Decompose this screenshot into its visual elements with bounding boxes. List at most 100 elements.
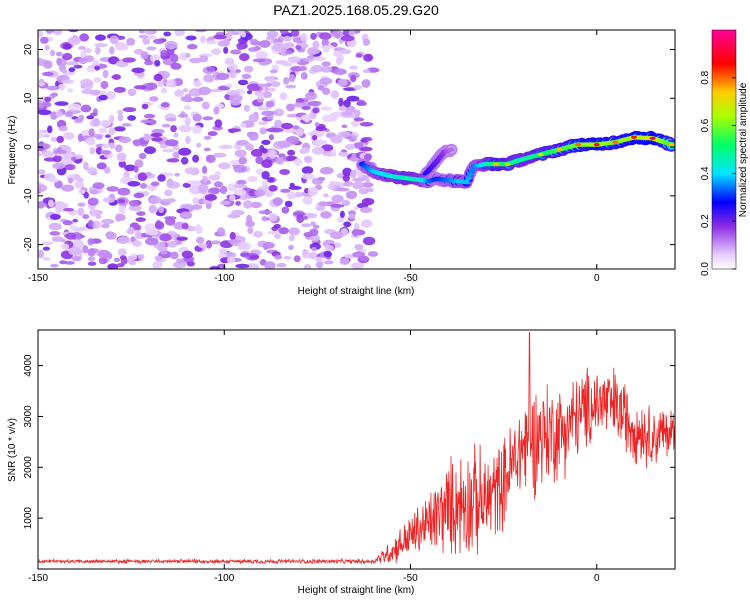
heatmap-noise-cell [283, 255, 292, 260]
heatmap-noise-cell [67, 88, 74, 93]
heatmap-noise-cell [64, 164, 76, 171]
heatmap-noise-cell [333, 68, 347, 75]
heatmap-noise-cell [202, 116, 214, 121]
heatmap-noise-cell [58, 83, 66, 91]
heatmap-noise-cell [174, 172, 180, 177]
heatmap-noise-cell [312, 135, 318, 141]
heatmap-noise-cell [95, 214, 102, 219]
heatmap-noise-cell [293, 102, 307, 108]
heatmap-noise-cell [255, 50, 268, 60]
colorbar-tick-label: 0.8 [700, 70, 711, 84]
heatmap-noise-cell [268, 134, 274, 141]
heatmap-noise-cell [250, 148, 264, 157]
heatmap-noise-cell [236, 139, 249, 146]
heatmap-noise-cell [240, 252, 251, 257]
heatmap-noise-cell [166, 48, 175, 56]
heatmap-noise-cell [258, 210, 273, 215]
heatmap-noise-cell [228, 239, 242, 244]
heatmap-noise-cell [80, 104, 92, 113]
heatmap-noise-cell [127, 88, 137, 97]
heatmap-noise-cell [55, 51, 63, 57]
heatmap-noise-cell [77, 133, 84, 142]
heatmap-noise-cell [333, 242, 342, 248]
heatmap-noise-cell [127, 226, 135, 235]
heatmap-y-axis: -20 -10 0 10 20 [23, 44, 675, 252]
heatmap-noise-cell [160, 87, 168, 94]
heatmap-noise-cell [116, 263, 125, 268]
heatmap-noise-cell [361, 219, 373, 228]
heatmap-noise-cell [268, 213, 278, 222]
heatmap-noise-cell [128, 200, 139, 207]
heatmap-noise-cell [236, 45, 244, 51]
heatmap-noise-cell [118, 136, 132, 144]
heatmap-noise-cell [312, 40, 320, 49]
heatmap-noise-cell [159, 143, 168, 149]
heatmap-noise-cell [321, 144, 334, 152]
heatmap-noise-cell [185, 135, 191, 145]
heatmap-noise-cell [96, 135, 103, 140]
snr-x-tick-label: -50 [403, 573, 418, 584]
colorbar-gradient [711, 29, 737, 270]
heatmap-noise-cell [227, 128, 242, 132]
heatmap-noise-cell [261, 180, 269, 187]
heatmap-noise-cell [301, 106, 312, 110]
heatmap-noise-cell [337, 131, 351, 138]
heatmap-noise-cell [213, 34, 227, 40]
heatmap-noise-cell [341, 111, 353, 117]
heatmap-ridge-peak [593, 143, 600, 147]
heatmap-noise-cell [49, 49, 56, 57]
heatmap-noise-cell [209, 266, 220, 269]
heatmap-noise-cell [300, 147, 310, 154]
colorbar-tick-label: 0.4 [700, 166, 711, 180]
heatmap-noise-cell [262, 241, 275, 249]
heatmap-noise-cell [134, 230, 142, 240]
heatmap-noise-cell [38, 152, 42, 157]
heatmap-ridge-peak [556, 147, 563, 152]
heatmap-noise-cell [54, 180, 63, 189]
heatmap-noise-cell [87, 219, 94, 228]
heatmap-noise-cell [317, 85, 325, 91]
heatmap-noise-cell [70, 156, 77, 161]
heatmap-noise-cell [237, 79, 249, 86]
heatmap-noise-cell [61, 53, 73, 61]
heatmap-noise-cell [208, 88, 223, 93]
heatmap-noise-cell [94, 43, 108, 47]
heatmap-noise-cell [82, 245, 89, 254]
heatmap-noise-cell [293, 212, 306, 216]
heatmap-noise-cell [150, 132, 163, 137]
heatmap-noise-cell [117, 113, 124, 122]
heatmap-noise-cell [79, 33, 89, 42]
heatmap-noise-cell [146, 46, 157, 51]
heatmap-noise-cell [49, 213, 61, 220]
heatmap-side-branch-core [448, 147, 455, 152]
heatmap-noise-cell [287, 149, 296, 156]
heatmap-noise-cell [203, 147, 211, 152]
heatmap-noise-cell [174, 30, 185, 37]
heatmap-noise-cell [318, 201, 328, 207]
heatmap-noise-cell [137, 73, 144, 79]
heatmap-noise-cell [192, 113, 202, 122]
heatmap-noise-cell [191, 204, 203, 210]
heatmap-noise-cell [314, 256, 325, 262]
heatmap-noise-cell [176, 236, 188, 241]
heatmap-noise-cell [302, 215, 308, 220]
heatmap-noise-cell [267, 230, 278, 235]
heatmap-noise-cell [226, 256, 236, 264]
heatmap-noise-cell [231, 209, 245, 216]
heatmap-noise-cell [287, 56, 301, 64]
heatmap-noise-cell [133, 192, 145, 199]
heatmap-noise-cell [144, 146, 156, 155]
heatmap-noise-cell [343, 221, 352, 228]
heatmap-noise-cell [127, 181, 141, 187]
heatmap-noise-cell [94, 46, 101, 55]
snr-frame [37, 329, 676, 570]
snr-x-tick-label: -150 [28, 573, 48, 584]
heatmap-noise-cell [74, 175, 81, 181]
heatmap-noise-cell [272, 197, 283, 206]
heatmap-y-tick-label: 0 [23, 144, 34, 150]
heatmap-noise-cell [244, 65, 254, 73]
heatmap-noise-cell [38, 201, 45, 209]
heatmap-noise-cell [236, 179, 247, 185]
heatmap-noise-cell [78, 46, 86, 50]
heatmap-noise-cell [153, 38, 165, 44]
